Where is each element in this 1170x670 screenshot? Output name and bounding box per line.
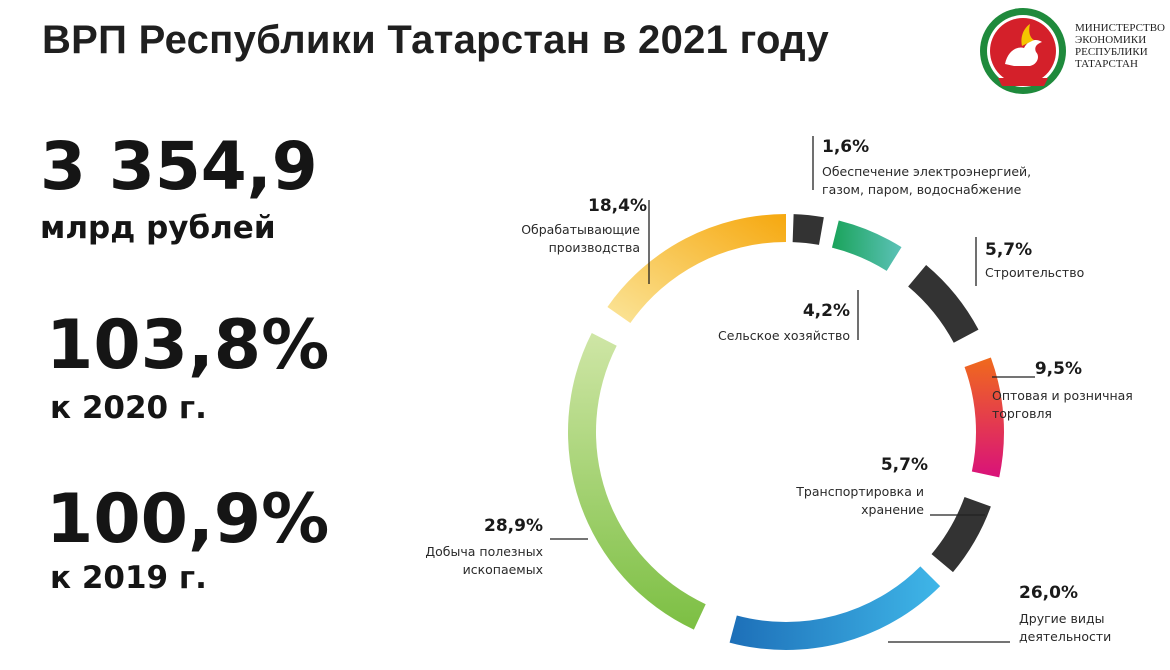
slice-category-label-7: ископаемых — [463, 562, 543, 577]
ring-segment-4 — [964, 357, 1004, 478]
ministry-name: Министерство экономики Республики Татарс… — [1075, 22, 1165, 70]
slice-category-label-1: газом, паром, водоснабжение — [822, 182, 1022, 197]
slice-value-label-2: 4,2% — [803, 301, 850, 321]
slice-category-label-6: Другие виды — [1019, 611, 1104, 626]
growth-2019-value: 100,9% — [46, 480, 330, 559]
slice-category-label-6: деятельности — [1019, 629, 1111, 644]
growth-2020-value: 103,8% — [46, 306, 330, 385]
growth-2020-label: к 2020 г. — [50, 390, 207, 426]
slice-category-label-4: Оптовая и розничная — [992, 388, 1133, 403]
ring-segment-7 — [568, 333, 706, 630]
slice-value-label-7: 28,9% — [484, 516, 543, 536]
slice-category-label-4: торговля — [992, 406, 1052, 421]
slice-category-label-5: хранение — [861, 502, 924, 517]
slice-value-label-4: 9,5% — [1035, 359, 1082, 379]
slice-value-label-5: 5,7% — [881, 455, 928, 475]
ring-segment-3 — [908, 265, 979, 343]
ring-segment-2 — [831, 220, 902, 271]
growth-2019-label: к 2019 г. — [50, 560, 207, 596]
slice-value-label-6: 26,0% — [1019, 583, 1078, 603]
ring-segment-6 — [729, 566, 941, 650]
slice-category-label-8: Обрабатывающие — [521, 222, 640, 237]
tatarstan-emblem-logo — [980, 8, 1066, 94]
slice-value-label-3: 5,7% — [985, 240, 1032, 260]
slice-value-label-1: 1,6% — [822, 137, 869, 157]
page-title: ВРП Республики Татарстан в 2021 году — [42, 18, 829, 62]
slice-category-label-1: Обеспечение электроэнергией, — [822, 164, 1031, 179]
grp-total-value: 3 354,9 — [40, 128, 318, 205]
slice-category-label-3: Строительство — [985, 265, 1084, 280]
slice-value-label-8: 18,4% — [588, 196, 647, 216]
slice-category-label-5: Транспортировка и — [795, 484, 924, 499]
slice-category-label-8: производства — [549, 240, 640, 255]
slice-category-label-7: Добыча полезных — [425, 544, 543, 559]
ring-segment-8 — [607, 214, 786, 324]
grp-total-unit: млрд рублей — [40, 210, 276, 246]
ring-segment-1 — [792, 214, 824, 245]
slice-category-label-2: Сельское хозяйство — [718, 328, 850, 343]
ring-segment-5 — [931, 496, 991, 573]
